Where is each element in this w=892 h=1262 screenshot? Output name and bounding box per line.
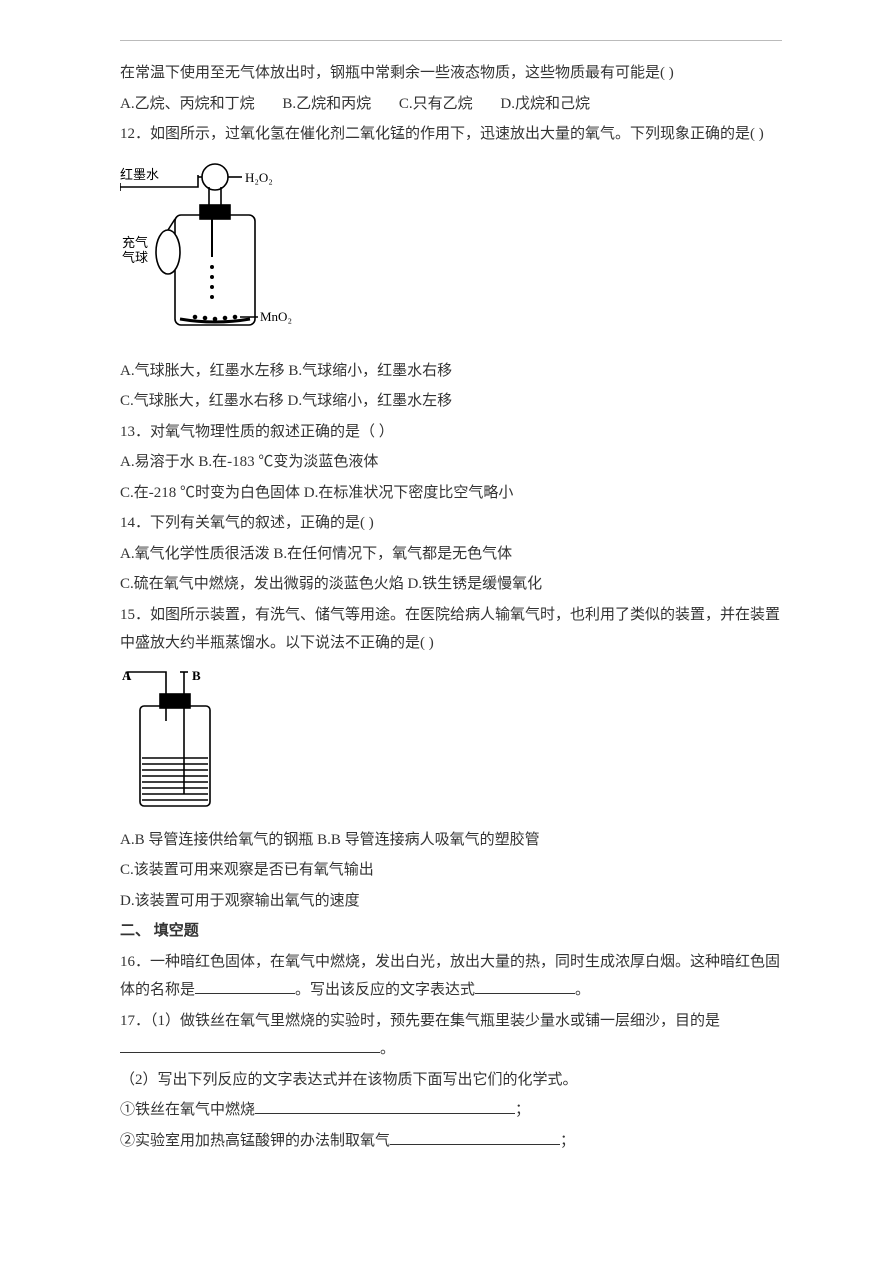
q13-options-row2: C.在-218 ℃时变为白色固体 D.在标准状况下密度比空气略小 <box>120 479 782 508</box>
fig15-label-b: B <box>192 668 201 683</box>
fig15-label-a: A <box>122 668 132 683</box>
q13-option-a: A.易溶于水 <box>120 454 195 470</box>
q14-option-b: B.在任何情况下，氧气都是无色气体 <box>273 546 512 562</box>
q14-option-a: A.氧气化学性质很活泼 <box>120 546 270 562</box>
q12-stem: 12．如图所示，过氧化氢在催化剂二氧化锰的作用下，迅速放出大量的氧气。下列现象正… <box>120 120 782 149</box>
q14-stem: 14．下列有关氧气的叙述，正确的是( ) <box>120 509 782 538</box>
section-2-heading: 二、 填空题 <box>120 917 782 946</box>
q17-1: 17．（1）做铁丝在氧气里燃烧的实验时，预先要在集气瓶里装少量水或铺一层细沙，目… <box>120 1007 782 1064</box>
q15-options-row1: A.B 导管连接供给氧气的钢瓶 B.B 导管连接病人吸氧气的塑胶管 <box>120 826 782 855</box>
q11-option-c: C.只有乙烷 <box>399 90 473 119</box>
q17-2-2: ②实验室用加热高锰酸钾的办法制取氧气 ； <box>120 1127 782 1156</box>
q11-option-b: B.乙烷和丙烷 <box>282 90 371 119</box>
q12-options-row1: A.气球胀大，红墨水左移 B.气球缩小，红墨水右移 <box>120 357 782 386</box>
fig12-label-ink: 红墨水 <box>120 167 159 182</box>
q17-2-2-blank <box>390 1130 560 1145</box>
q12-option-b: B.气球缩小，红墨水右移 <box>288 363 452 379</box>
q13-option-b: B.在-183 ℃变为淡蓝色液体 <box>198 454 378 470</box>
q15-option-c: C.该装置可用来观察是否已有氧气输出 <box>120 856 782 885</box>
q13-option-c: C.在-218 ℃时变为白色固体 <box>120 485 300 501</box>
top-rule <box>120 40 782 41</box>
q15-stem: 15．如图所示装置，有洗气、储气等用途。在医院给病人输氧气时，也利用了类似的装置… <box>120 601 782 658</box>
q17-2-1-text: ①铁丝在氧气中燃烧 <box>120 1102 255 1118</box>
fig12-label-balloon1: 充气 <box>122 235 148 250</box>
q13-options-row1: A.易溶于水 B.在-183 ℃变为淡蓝色液体 <box>120 448 782 477</box>
fig12-label-h2o2: H₂O₂ <box>245 170 273 185</box>
q15-option-b: B.B 导管连接病人吸氧气的塑胶管 <box>317 832 540 848</box>
q11-option-d: D.戊烷和己烷 <box>500 90 590 119</box>
q12-option-c: C.气球胀大，红墨水右移 <box>120 393 284 409</box>
q12-option-d: D.气球缩小，红墨水左移 <box>288 393 453 409</box>
q15-option-d: D.该装置可用于观察输出氧气的速度 <box>120 887 782 916</box>
q17-1-end: 。 <box>380 1041 395 1057</box>
q12-figure: 红墨水 H₂O₂ 充气 气球 MnO₂ <box>120 157 782 347</box>
q17-2-2-text: ②实验室用加热高锰酸钾的办法制取氧气 <box>120 1133 390 1149</box>
q11-continuation: 在常温下使用至无气体放出时，钢瓶中常剩余一些液态物质，这些物质最有可能是( ) <box>120 59 782 88</box>
q17-1-text: 17．（1）做铁丝在氧气里燃烧的实验时，预先要在集气瓶里装少量水或铺一层细沙，目… <box>120 1013 720 1029</box>
q15-figure: A B <box>120 666 782 816</box>
q17-2-2-end: ； <box>560 1133 575 1149</box>
q16-text-2: 。写出该反应的文字表达式 <box>295 982 475 998</box>
q13-stem: 13．对氧气物理性质的叙述正确的是（ ） <box>120 418 782 447</box>
q11-option-a: A.乙烷、丙烷和丁烷 <box>120 90 255 119</box>
q13-option-d: D.在标准状况下密度比空气略小 <box>304 485 514 501</box>
q11-options: A.乙烷、丙烷和丁烷 B.乙烷和丙烷 C.只有乙烷 D.戊烷和己烷 <box>120 90 782 119</box>
fig12-label-mno2: MnO₂ <box>260 309 292 324</box>
q17-2-1: ①铁丝在氧气中燃烧 ； <box>120 1096 782 1125</box>
q17-2-1-blank <box>255 1099 515 1114</box>
q16-blank-2 <box>475 979 575 994</box>
fig12-label-balloon2: 气球 <box>122 250 148 265</box>
q15-option-a: A.B 导管连接供给氧气的钢瓶 <box>120 832 313 848</box>
q16-text-3: 。 <box>575 982 590 998</box>
q17-1-blank <box>120 1038 380 1053</box>
q14-option-d: D.铁生锈是缓慢氧化 <box>408 576 543 592</box>
q12-option-a: A.气球胀大，红墨水左移 <box>120 363 285 379</box>
q14-option-c: C.硫在氧气中燃烧，发出微弱的淡蓝色火焰 <box>120 576 404 592</box>
q17-2-1-end: ； <box>515 1102 530 1118</box>
q17-2: （2）写出下列反应的文字表达式并在该物质下面写出它们的化学式。 <box>120 1066 782 1095</box>
q14-options-row1: A.氧气化学性质很活泼 B.在任何情况下，氧气都是无色气体 <box>120 540 782 569</box>
q16-blank-1 <box>195 979 295 994</box>
q14-options-row2: C.硫在氧气中燃烧，发出微弱的淡蓝色火焰 D.铁生锈是缓慢氧化 <box>120 570 782 599</box>
q12-options-row2: C.气球胀大，红墨水右移 D.气球缩小，红墨水左移 <box>120 387 782 416</box>
q16: 16．一种暗红色固体，在氧气中燃烧，发出白光，放出大量的热，同时生成浓厚白烟。这… <box>120 948 782 1005</box>
